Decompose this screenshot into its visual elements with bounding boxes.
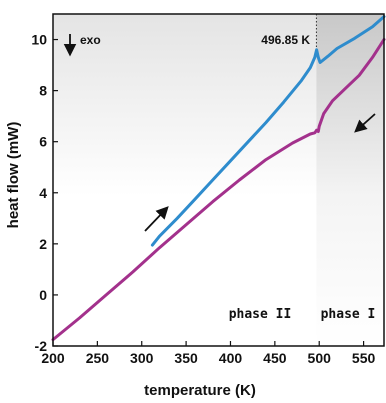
x-tick-label: 250 — [86, 350, 110, 366]
y-tick-label: 6 — [39, 134, 47, 150]
y-tick-label: -2 — [35, 338, 48, 354]
ticks-layer: 200 250 300 350 400 450 500 550 -2 0 2 4 6 8 10 — [31, 32, 375, 366]
x-tick-label: 200 — [41, 350, 65, 366]
x-tick-label: 300 — [130, 350, 154, 366]
heating-direction-arrow-icon — [144, 206, 169, 232]
y-tick-label: 8 — [39, 83, 47, 99]
heating-curve — [150, 15, 386, 247]
x-tick-label: 500 — [308, 350, 332, 366]
x-axis-title: temperature (K) — [144, 382, 256, 399]
phase-i-shaded-region — [316, 14, 384, 346]
x-tick-label: 400 — [219, 350, 243, 366]
cooling-direction-arrow-icon — [354, 113, 376, 133]
cooling-curve — [51, 38, 386, 342]
y-tick-label: 4 — [39, 185, 47, 201]
y-tick-label: 0 — [39, 287, 47, 303]
y-axis-title: heat flow (mW) — [5, 122, 22, 229]
transition-temperature-label: 496.85 K — [261, 33, 310, 47]
x-tick-label: 450 — [263, 350, 287, 366]
y-tick-label: 10 — [31, 32, 47, 48]
exo-label: exo — [80, 33, 101, 47]
plot-frame — [52, 13, 385, 347]
phase-i-label: phase I — [321, 307, 376, 322]
x-tick-label: 550 — [352, 350, 376, 366]
phase-ii-label: phase II — [229, 307, 292, 322]
x-tick-label: 350 — [174, 350, 198, 366]
series-layer — [51, 15, 386, 342]
y-tick-label: 2 — [39, 236, 47, 252]
